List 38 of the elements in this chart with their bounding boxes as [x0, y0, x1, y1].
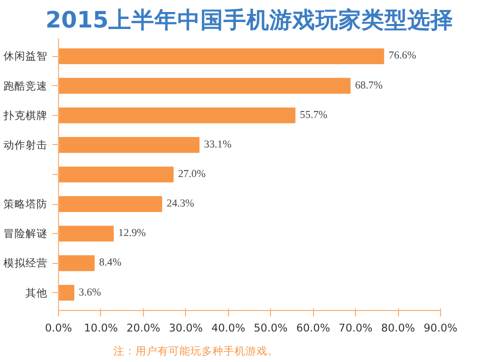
y-tick-label: 休闲益智	[4, 50, 48, 63]
x-tick-label: 50.0%	[254, 322, 288, 334]
bar	[58, 255, 95, 272]
y-tick-label: 其他	[26, 286, 48, 300]
data-label: 24.3%	[166, 198, 194, 210]
data-label: 33.1%	[204, 139, 232, 150]
text: 注：用户有可能玩多种手机游戏。	[114, 344, 278, 358]
data-label: 55.7%	[300, 110, 328, 121]
bar	[58, 107, 296, 124]
data-label: 68.7%	[355, 80, 383, 92]
y-tick-label: 跑酷竞速	[4, 79, 48, 92]
x-tick-label: 80.0%	[381, 322, 415, 334]
data-label: 12.9%	[118, 228, 146, 240]
x-tick-label: 20.0%	[126, 322, 160, 334]
y-tick-label: 冒险解谜	[4, 227, 48, 240]
x-tick-label: 60.0%	[296, 322, 330, 334]
data-label: 3.6%	[78, 287, 102, 298]
x-tick-label: 10.0%	[84, 322, 118, 334]
bar	[58, 196, 162, 212]
y-tick-label: 扑克棋牌	[2, 108, 48, 122]
bar	[58, 166, 174, 182]
data-label: 76.6%	[388, 50, 416, 62]
bar	[58, 78, 351, 94]
bar	[58, 226, 114, 242]
bar	[58, 48, 384, 64]
y-tick-label: 动作射击	[4, 138, 48, 152]
x-tick-label: 40.0%	[211, 322, 246, 334]
x-tick-label: 90.0%	[424, 322, 458, 334]
data-label: 27.0%	[178, 169, 206, 180]
y-tick-label: 模拟经营	[4, 256, 48, 270]
bar	[58, 137, 200, 153]
x-tick-label: 70.0%	[338, 322, 373, 334]
x-tick-label: 30.0%	[168, 322, 203, 334]
y-tick-label: 策略塔防	[4, 198, 48, 211]
x-tick-label: 0.0%	[44, 322, 72, 334]
chart-title: 2015上半年中国手机游戏玩家类型选择	[45, 6, 454, 34]
data-label: 8.4%	[99, 258, 122, 269]
bar	[58, 284, 74, 301]
